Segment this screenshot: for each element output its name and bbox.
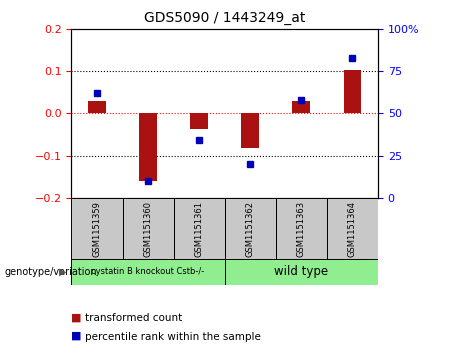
- Text: wild type: wild type: [274, 265, 328, 278]
- Text: ■: ■: [71, 313, 82, 323]
- Bar: [225, 259, 378, 285]
- Text: transformed count: transformed count: [85, 313, 183, 323]
- Text: ■: ■: [71, 331, 82, 341]
- Text: GSM1151362: GSM1151362: [246, 201, 255, 257]
- Text: GSM1151359: GSM1151359: [93, 201, 101, 257]
- Text: percentile rank within the sample: percentile rank within the sample: [85, 331, 261, 342]
- Text: GSM1151361: GSM1151361: [195, 201, 204, 257]
- Bar: [292, 101, 310, 113]
- Bar: [71, 259, 225, 285]
- Bar: [276, 198, 327, 260]
- Bar: [242, 113, 259, 148]
- Bar: [71, 198, 123, 260]
- Bar: [139, 113, 157, 181]
- Bar: [174, 198, 225, 260]
- Title: GDS5090 / 1443249_at: GDS5090 / 1443249_at: [144, 11, 306, 25]
- Bar: [190, 113, 208, 130]
- Text: GSM1151360: GSM1151360: [143, 201, 153, 257]
- Text: ▶: ▶: [59, 266, 66, 277]
- Bar: [88, 101, 106, 113]
- Text: GSM1151364: GSM1151364: [348, 201, 357, 257]
- Text: cystatin B knockout Cstb-/-: cystatin B knockout Cstb-/-: [91, 268, 205, 276]
- Text: genotype/variation: genotype/variation: [5, 266, 97, 277]
- Bar: [343, 70, 361, 113]
- Bar: [225, 198, 276, 260]
- Bar: [123, 198, 174, 260]
- Text: GSM1151363: GSM1151363: [297, 201, 306, 257]
- Bar: [327, 198, 378, 260]
